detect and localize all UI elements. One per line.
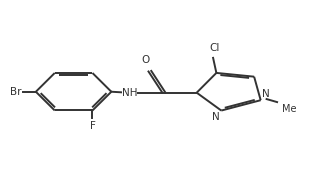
Text: F: F	[89, 121, 95, 131]
Text: N: N	[212, 112, 220, 122]
Text: NH: NH	[122, 88, 137, 98]
Text: O: O	[142, 55, 150, 65]
Text: Cl: Cl	[210, 43, 220, 53]
Text: Me: Me	[282, 104, 297, 114]
Text: Br: Br	[10, 87, 21, 97]
Text: N: N	[262, 89, 270, 99]
